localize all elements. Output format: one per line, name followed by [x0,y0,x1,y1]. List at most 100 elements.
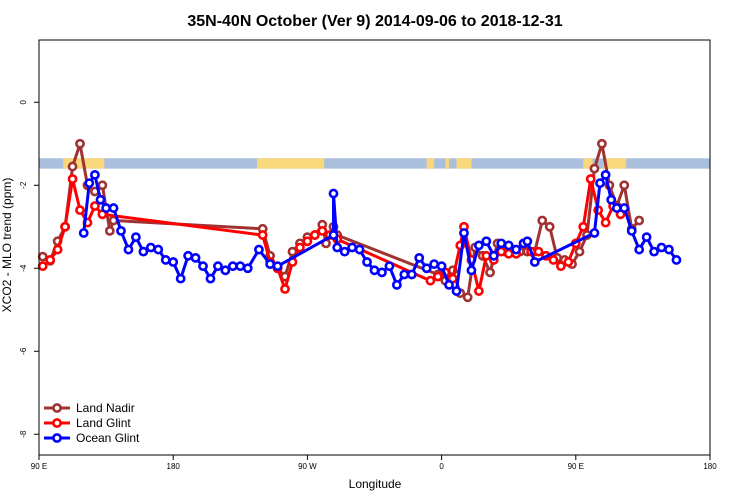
ocean-glint-point [421,263,432,274]
land-ocean-band [39,158,710,169]
ocean-glint-point [160,255,171,265]
ocean-glint-point [198,261,208,272]
legend-label: Land Nadir [76,401,135,415]
data-series [37,138,682,303]
y-tick-label: -8 [19,430,28,438]
ocean-glint-point [384,261,395,272]
ocean-glint-point [213,261,223,272]
legend-label: Ocean Glint [76,431,140,445]
ocean-glint-point [95,194,106,205]
land-glint-point [473,286,484,296]
land-nadir-point [287,246,298,257]
ocean-glint-point [429,259,440,269]
land-glint-point [45,255,56,265]
axes: 90 E 180 90 W 0 90 E 180 0 -2 -4 -6 -8 [19,99,717,471]
land-glint-point [481,250,492,261]
land-glint-point [425,275,436,286]
land-band-segment [456,158,472,169]
ocean-glint-point [436,261,447,272]
land-glint-point [309,230,320,240]
ocean-glint-point [101,203,111,213]
land-glint-point [90,201,100,211]
ocean-glint-point [175,273,186,284]
ocean-glint-point [377,267,387,278]
ocean-glint-point [227,261,238,272]
ocean-glint-point [611,203,622,213]
land-nadir-point [104,225,115,236]
ocean-glint-point [391,279,402,290]
ocean-glint-point [254,244,264,255]
land-glint-point [280,284,290,294]
ocean-glint-point [235,261,246,272]
ocean-glint-point [354,244,365,255]
ocean-glint-point [272,261,283,272]
land-nadir-point [634,215,645,226]
ocean-glint-point [656,242,667,253]
ocean-glint-point [466,265,477,276]
land-glint-point [432,271,443,282]
ocean-glint-point [414,252,425,263]
land-nadir-point [67,161,78,172]
legend-marker [52,418,62,428]
legend-item-ocean-glint: Ocean Glint [44,431,140,445]
ocean-glint-point [138,246,149,257]
land-glint-point [503,248,514,259]
x-tick-label: 180 [167,462,181,471]
land-nadir-point [37,251,48,262]
ocean-glint-point [589,228,600,238]
land-nadir-point [75,138,85,149]
land-band-segment [426,158,435,169]
x-axis-label: Longitude [349,477,402,491]
land-glint-point [548,255,559,265]
ocean-glint-point [84,178,95,189]
land-nadir-point [544,221,555,232]
land-glint-point [563,257,574,267]
land-glint-point [295,242,305,253]
ocean-glint-point [649,246,659,257]
land-nadir-point [537,215,548,226]
series-ocean-glint [78,169,682,296]
ocean-glint-point [459,228,469,238]
ocean-glint-point [451,286,462,296]
ocean-glint-point [399,269,410,280]
legend-marker [52,403,62,413]
x-tick-label: 90 E [568,462,584,471]
ocean-glint-point [496,238,507,249]
ocean-glint-point [369,265,380,276]
ocean-glint-point [116,225,126,236]
land-glint-point [302,236,313,247]
ocean-glint-point [671,255,682,265]
ocean-glint-point [595,178,605,189]
chart-title: 35N-40N October (Ver 9) 2014-09-06 to 20… [187,13,562,30]
land-glint-point [585,174,596,184]
ocean-glint-point [90,169,100,180]
land-nadir-point [462,292,473,303]
ocean-glint-point [406,269,417,280]
ocean-glint-point [600,169,611,180]
ocean-glint-point [444,279,454,290]
ocean-glint-point [78,228,89,238]
ocean-glint-point [145,242,156,253]
ocean-glint-point [481,236,492,247]
ocean-glint-point [641,232,652,243]
ocean-glint-point [503,240,514,251]
land-glint-point [60,221,70,232]
land-nadir-point [485,267,495,278]
ocean-glint-point [339,246,350,257]
land-nadir-point [596,138,607,149]
land-glint-point [75,205,85,216]
land-band-segment [445,158,450,169]
ocean-glint-point [328,230,339,240]
y-tick-label: -2 [19,181,28,189]
land-glint-point [317,225,328,236]
ocean-glint-point [511,244,522,255]
y-axis-label: XCO2 - MLO trend (ppm) [0,178,14,313]
ocean-glint-point [522,236,533,247]
land-nadir-point [619,180,630,191]
ocean-band [39,158,710,169]
ocean-glint-point [606,194,617,205]
ocean-glint-point [488,250,499,261]
legend-marker [52,433,62,443]
